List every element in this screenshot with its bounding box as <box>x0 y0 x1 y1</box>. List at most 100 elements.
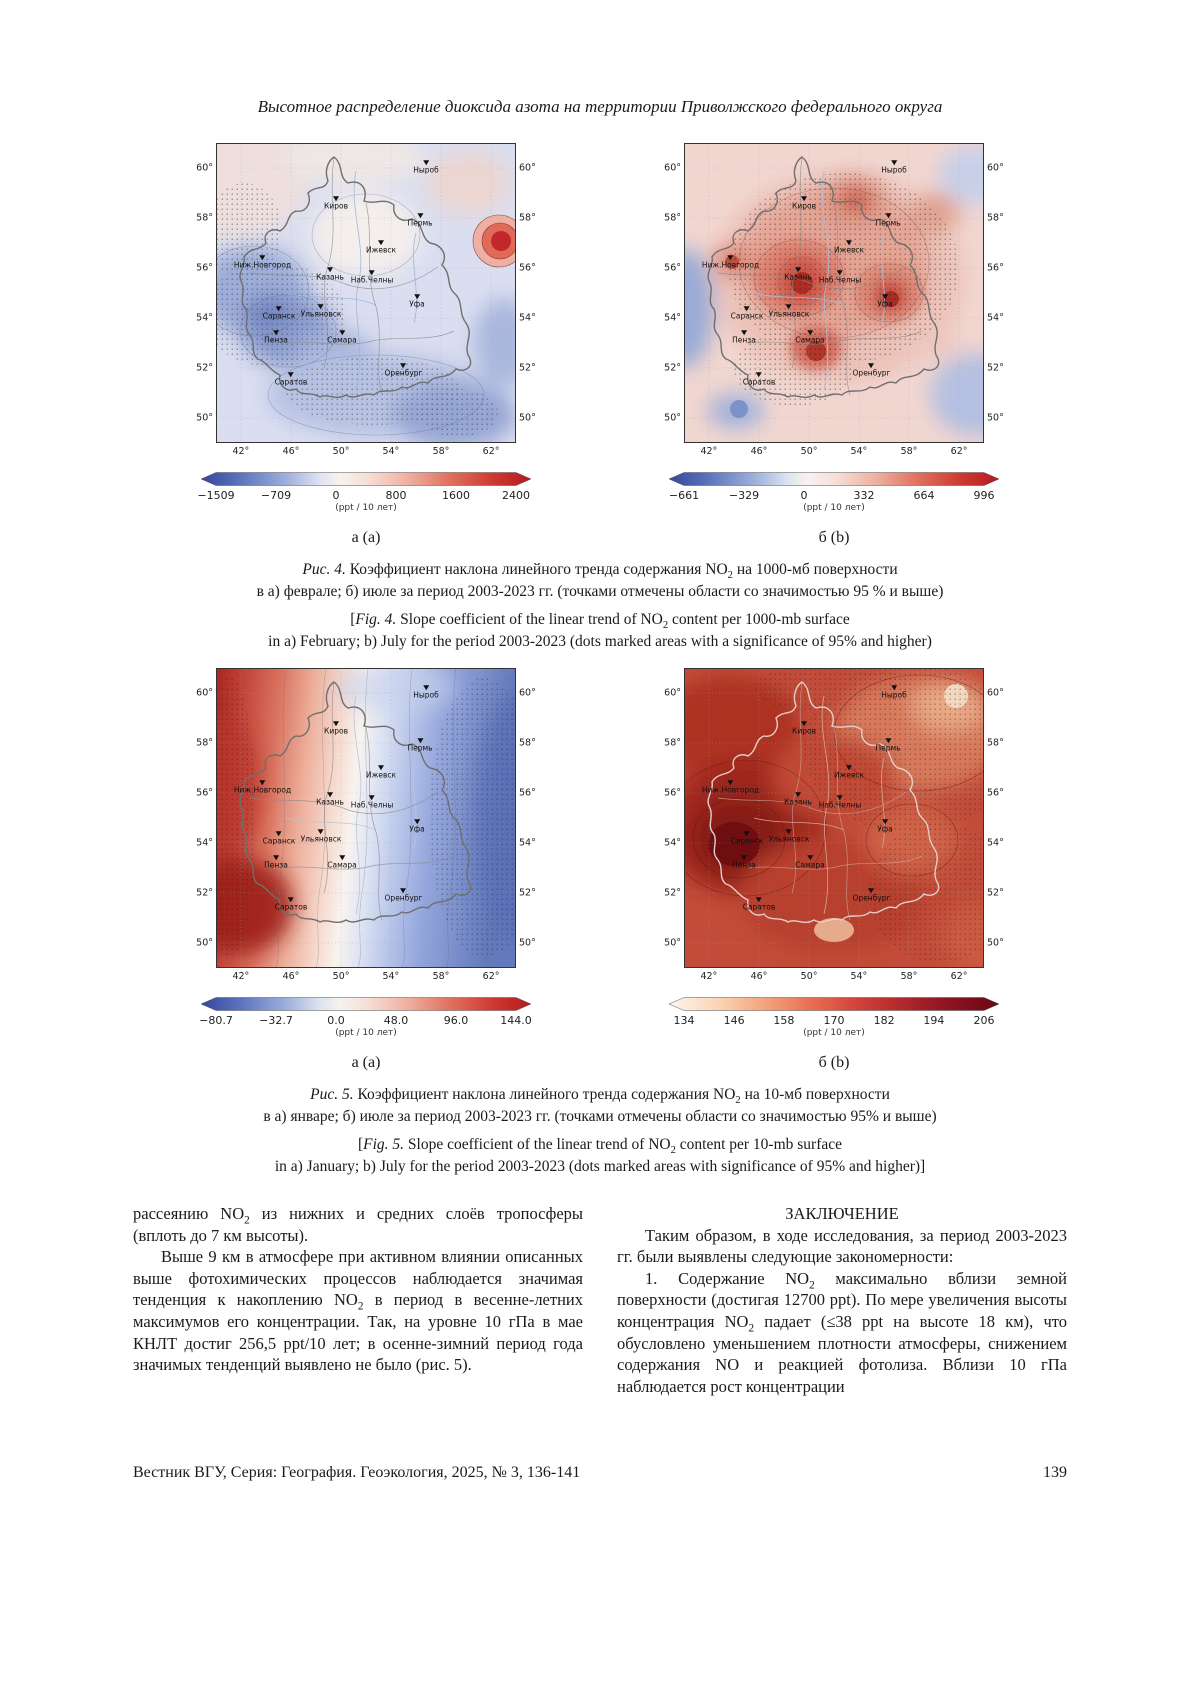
city-marker-icon <box>369 794 375 800</box>
city-marker: Наб.Челны <box>818 269 862 284</box>
lon-tick-label: 42° <box>700 971 718 982</box>
lon-tick-label: 58° <box>900 971 918 982</box>
lat-tick-label: 56° <box>519 787 536 799</box>
lon-tick-label: 46° <box>282 971 300 982</box>
city-label: Наб.Челны <box>350 799 394 809</box>
city-marker-icon <box>885 737 891 743</box>
city-label: Ниж.Новгород <box>701 784 760 794</box>
city-marker-icon <box>422 685 429 691</box>
lat-tick-label: 56° <box>987 262 1004 274</box>
city-marker: Пермь <box>407 212 433 227</box>
city-label: Саранск <box>730 310 764 320</box>
paragraph: Таким образом, в ходе исследования, за п… <box>617 1225 1067 1267</box>
lat-axis-right: 60° 58° 56° 54° 52° 50° <box>516 668 542 968</box>
colorbar-tick-label: 194 <box>923 1014 945 1027</box>
lon-tick-label: 46° <box>282 446 300 457</box>
city-marker: Ульяновск <box>301 304 341 318</box>
city-marker: Ижевск <box>834 764 864 779</box>
figure-5: 60° 58° 56° 54° 52° 50° <box>0 668 1200 1178</box>
map-canvas-jul-10mb: Ныроб Киров Пермь Ижевск Ниж.Новгород Ка… <box>684 668 984 968</box>
city-layer: Ныроб Киров Пермь Ижевск Ниж.Новгород Ка… <box>216 143 516 443</box>
colorbar-tick-label: 0.0 <box>327 1014 345 1027</box>
city-label: Уфа <box>877 823 893 833</box>
city-label: Ниж.Новгород <box>701 259 760 269</box>
city-marker: Казань <box>784 791 812 806</box>
subfigure-label-a: а (a) <box>351 1054 381 1071</box>
lat-tick-label: 50° <box>519 937 536 949</box>
lat-tick-label: 56° <box>196 262 213 274</box>
colorbar-ticks: −80.7 −32.7 0.0 48.0 96.0 144.0 <box>199 1014 532 1028</box>
city-label: Пенза <box>732 859 756 869</box>
city-marker: Саратов <box>275 896 307 911</box>
lat-tick-label: 54° <box>664 312 681 324</box>
colorbar-tick-label: 48.0 <box>383 1014 409 1027</box>
map-field-jul-10mb <box>684 668 984 968</box>
lon-tick-label: 50° <box>332 971 350 982</box>
city-label: Казань <box>784 796 812 806</box>
map-field-feb-1000mb <box>216 143 516 443</box>
lon-axis: 42° 46° 50° 54° 58° 62° <box>216 443 516 459</box>
city-marker: Ныроб <box>881 685 907 699</box>
city-marker-icon <box>755 371 762 377</box>
city-label: Саратов <box>742 376 776 386</box>
lon-axis: 42° 46° 50° 54° 58° 62° <box>684 968 984 984</box>
city-marker-icon <box>882 293 888 299</box>
colorbar-tick-label: 182 <box>873 1014 895 1027</box>
lon-tick-label: 54° <box>850 971 868 982</box>
city-marker: Казань <box>784 266 812 281</box>
lon-tick-label: 58° <box>900 446 918 457</box>
city-marker: Уфа <box>409 818 425 833</box>
city-marker-icon <box>414 818 420 824</box>
city-marker-icon <box>378 764 384 770</box>
lat-tick-label: 50° <box>519 412 536 424</box>
figure-4-caption: Рис. 4. Коэффициент наклона линейного тр… <box>0 559 1200 653</box>
city-marker-icon <box>287 896 294 902</box>
city-marker-icon <box>744 830 750 836</box>
lon-tick-label: 42° <box>232 446 250 457</box>
city-label: Самара <box>327 334 357 344</box>
city-marker: Оренбург <box>853 362 890 377</box>
city-label: Ижевск <box>365 769 397 779</box>
city-label: Киров <box>324 726 348 736</box>
fig5-caption-ru-line1: Рис. 5. Коэффициент наклона линейного тр… <box>310 1086 890 1107</box>
city-marker: Саратов <box>742 371 776 386</box>
city-marker: Киров <box>792 721 816 735</box>
city-label: Наб.Челны <box>818 274 862 284</box>
map-field-jul-1000mb <box>684 143 984 443</box>
lat-tick-label: 52° <box>196 887 213 899</box>
lat-tick-label: 58° <box>664 212 681 224</box>
city-marker: Ижевск <box>834 239 864 254</box>
city-label: Ижевск <box>365 244 397 254</box>
city-marker: Саранск <box>730 305 764 320</box>
figure-4-maps-row: 60° 58° 56° 54° 52° 50° <box>0 143 1200 547</box>
city-marker-icon <box>276 830 282 836</box>
city-marker-icon <box>417 212 423 218</box>
lat-tick-label: 52° <box>987 362 1004 374</box>
lon-tick-label: 62° <box>482 446 500 457</box>
city-marker: Пенза <box>732 854 756 869</box>
map-field-jan-10mb <box>216 668 516 968</box>
colorbar-tick-label: −329 <box>728 489 760 502</box>
figure-4: 60° 58° 56° 54° 52° 50° <box>0 143 1200 653</box>
lon-tick-label: 42° <box>700 446 718 457</box>
city-marker: Наб.Челны <box>819 794 861 809</box>
city-label: Казань <box>316 271 344 281</box>
city-marker-icon <box>741 854 747 860</box>
fig4-caption-ru-line1: Рис. 4. Коэффициент наклона линейного тр… <box>302 561 898 582</box>
colorbar-gradient-bar <box>201 997 531 1011</box>
city-label: Самара <box>327 859 357 869</box>
colorbar-gradient-bar <box>201 472 531 486</box>
city-marker-icon <box>378 239 384 245</box>
city-label: Ульяновск <box>768 834 810 844</box>
lat-tick-label: 50° <box>196 412 213 424</box>
fig5-caption-ru-line2: в а) январе; б) июле за период 2003-2023… <box>263 1108 937 1125</box>
city-layer: Ныроб Киров Пермь Ижевск Ниж.Новгород Ка… <box>216 668 516 968</box>
lat-tick-label: 50° <box>987 412 1004 424</box>
lat-axis-left: 60° 58° 56° 54° 52° 50° <box>190 668 216 968</box>
city-marker: Пенза <box>264 329 288 344</box>
city-marker: Киров <box>324 721 348 735</box>
city-marker: Самара <box>327 854 357 869</box>
city-marker-icon <box>882 818 888 824</box>
city-marker-icon <box>259 779 266 785</box>
city-marker-icon <box>795 791 801 797</box>
